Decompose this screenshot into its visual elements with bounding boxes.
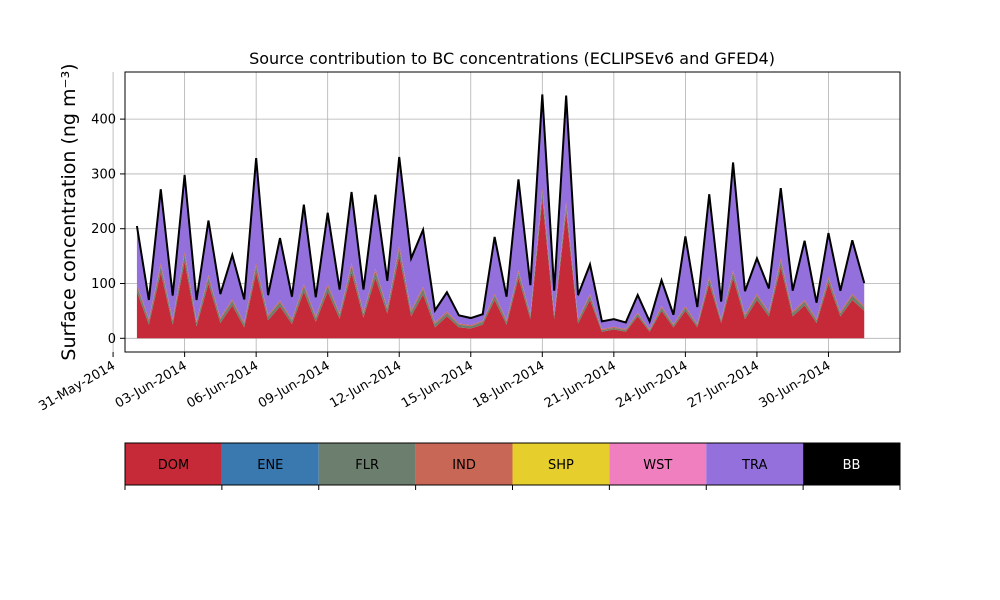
x-tick-label: 03-Jun-2014 (113, 358, 190, 411)
legend-bar: DOM ENE FLR IND SHP WST TRA BB (124, 442, 901, 490)
legend-swatch-dom (125, 443, 222, 485)
area-tra (136, 103, 865, 329)
x-tick-label: 18-Jun-2014 (470, 358, 547, 411)
y-tick-label: 300 (91, 167, 116, 182)
y-tick-label: 100 (91, 277, 116, 292)
x-tick-label: 15-Jun-2014 (399, 358, 476, 411)
legend-label-bb: BB (843, 458, 861, 473)
legend-label-ene: ENE (257, 458, 283, 473)
legend-label-shp: SHP (548, 458, 574, 473)
legend-label-wst: WST (643, 458, 672, 473)
legend-swatch-ind (415, 443, 513, 485)
x-tick-label: 21-Jun-2014 (542, 358, 619, 411)
plot-frame (124, 71, 901, 353)
legend-swatch-shp (512, 443, 610, 485)
legend-swatch-tra (706, 443, 804, 485)
legend-swatch-ene (221, 443, 319, 485)
total-outline (135, 94, 866, 325)
legend-label-flr: FLR (355, 458, 379, 473)
chart-title: Source contribution to BC concentrations… (249, 49, 775, 68)
x-tick-label: 06-Jun-2014 (184, 358, 261, 411)
y-axis: 0 100 200 300 400 (91, 113, 125, 347)
y-axis-label: Surface concentration (ng m⁻³) (58, 63, 80, 360)
y-tick-label: 200 (91, 222, 116, 237)
x-tick-label: 31-May-2014 (36, 358, 118, 414)
series-areas (136, 94, 865, 339)
x-tick-label: 27-Jun-2014 (685, 358, 762, 411)
x-tick-label: 09-Jun-2014 (256, 358, 333, 411)
y-tick-label: 400 (91, 113, 116, 128)
legend-swatch-flr (318, 443, 416, 485)
legend-swatch-bb (803, 443, 900, 485)
x-axis: 31-May-201403-Jun-201406-Jun-201409-Jun-… (36, 352, 833, 414)
x-tick-label: 30-Jun-2014 (757, 358, 834, 411)
x-tick-label: 24-Jun-2014 (614, 358, 691, 411)
x-tick-label: 12-Jun-2014 (327, 358, 404, 411)
y-tick-label: 0 (108, 332, 116, 347)
legend-swatch-wst (609, 443, 707, 485)
legend-label-ind: IND (452, 458, 476, 473)
area-dom (136, 198, 865, 339)
legend-label-tra: TRA (741, 458, 767, 473)
legend-label-dom: DOM (158, 458, 189, 473)
